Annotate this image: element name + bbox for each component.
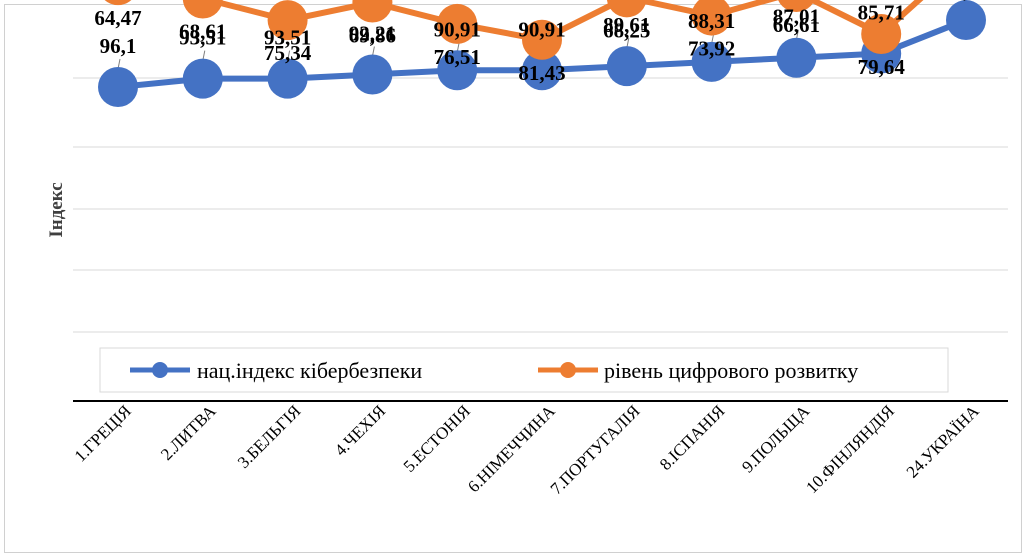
data-label-0-8: 87,01 bbox=[773, 5, 820, 29]
data-labels: 96,1 93,51 93,51 92,21 90,91 90,91 89,61 88,31 8… bbox=[94, 0, 989, 85]
legend-marker-digital bbox=[560, 362, 576, 378]
data-label-1-7: 73,92 bbox=[688, 37, 735, 61]
data-point-1-7 bbox=[691, 0, 732, 36]
data-point-1-8 bbox=[778, 0, 815, 13]
legend-label-cyber: нац.індекс кібербезпеки bbox=[197, 358, 422, 383]
data-label-0-5: 90,91 bbox=[518, 17, 565, 41]
data-label-1-4: 76,51 bbox=[434, 45, 481, 69]
data-point-0-0 bbox=[98, 67, 138, 107]
data-point-0-5 bbox=[522, 50, 562, 91]
legend-label-digital: рівень цифрового розвитку bbox=[604, 358, 858, 383]
legend: нац.індекс кібербезпеки рівень цифрового… bbox=[99, 347, 949, 393]
data-label-1-5: 81,43 bbox=[518, 61, 565, 85]
data-label-0-1: 93,51 bbox=[179, 26, 226, 50]
data-label-0-3: 92,21 bbox=[349, 21, 396, 45]
data-point-1-5 bbox=[522, 19, 562, 60]
x-tick-label-9: 10.ФІНЛЯНДІЯ bbox=[802, 401, 898, 497]
data-label-1-0: 64,47 bbox=[94, 6, 141, 30]
x-tick-label-7: 8.ІСПАНІЯ bbox=[656, 401, 729, 474]
x-tick-label-10: 24.УКРАЇНА bbox=[903, 401, 984, 482]
chart-frame bbox=[4, 4, 1022, 553]
x-tick-label-8: 9.ПОЛЬЩА bbox=[738, 401, 814, 477]
data-label-1-1: 68,61 bbox=[179, 19, 226, 43]
data-label-0-0: 96,1 bbox=[100, 34, 137, 58]
data-point-1-3 bbox=[352, 0, 393, 23]
x-tick-label-3: 4.ЧЕХІЯ bbox=[331, 401, 389, 459]
data-label-1-9: 79,64 bbox=[858, 55, 906, 79]
data-point-1-9 bbox=[861, 13, 902, 54]
data-point-0-4 bbox=[437, 50, 478, 91]
x-tick-label-5: 6.НІМЕЧЧИНА bbox=[464, 401, 559, 496]
data-label-1-10: 55,95 bbox=[942, 0, 989, 3]
legend-marker-cyber bbox=[152, 362, 168, 378]
data-label-1-2: 75,34 bbox=[264, 41, 312, 65]
data-point-0-6 bbox=[606, 46, 647, 87]
data-point-0-2 bbox=[267, 58, 308, 99]
data-label-0-6: 89,61 bbox=[603, 13, 650, 37]
data-label-0-9: 85,71 bbox=[858, 1, 905, 25]
x-tick-label-2: 3.БЕЛЬГІЯ bbox=[234, 401, 305, 472]
x-tick-label-4: 5.ЕСТОНІЯ bbox=[400, 401, 474, 475]
data-label-0-2: 93,51 bbox=[264, 26, 311, 50]
data-label-1-3: 69,86 bbox=[349, 24, 396, 48]
data-point-0-8 bbox=[776, 37, 817, 78]
x-tick-label-6: 7.ПОРТУГАЛІЯ bbox=[547, 401, 644, 498]
x-tick-labels: 1.ГРЕЦІЯ 2.ЛИТВА 3.БЕЛЬГІЯ 4.ЧЕХІЯ 5.ЕСТОНІЯ… bbox=[71, 401, 984, 498]
data-point-1-1 bbox=[182, 0, 223, 19]
data-label-1-8: 66,61 bbox=[773, 13, 820, 37]
data-point-1-4 bbox=[437, 3, 478, 44]
data-point-0-10 bbox=[946, 0, 986, 41]
y-axis-label: Індекс bbox=[46, 182, 67, 237]
x-tick-label-1: 2.ЛИТВА bbox=[157, 401, 220, 464]
data-label-1-6: 68,25 bbox=[603, 18, 650, 42]
legend-box bbox=[99, 347, 949, 393]
data-label-0-7: 88,31 bbox=[688, 9, 735, 33]
gridlines bbox=[73, 77, 1008, 333]
x-tick-label-0: 1.ГРЕЦІЯ bbox=[71, 401, 135, 465]
data-point-1-2 bbox=[267, 0, 308, 41]
data-point-1-6 bbox=[606, 0, 647, 18]
series-points bbox=[98, 0, 986, 107]
data-point-0-1 bbox=[182, 58, 223, 99]
data-label-0-4: 90,91 bbox=[434, 17, 481, 41]
data-point-0-7 bbox=[691, 41, 732, 82]
data-point-0-3 bbox=[352, 54, 393, 95]
data-point-1-0 bbox=[104, 0, 132, 6]
